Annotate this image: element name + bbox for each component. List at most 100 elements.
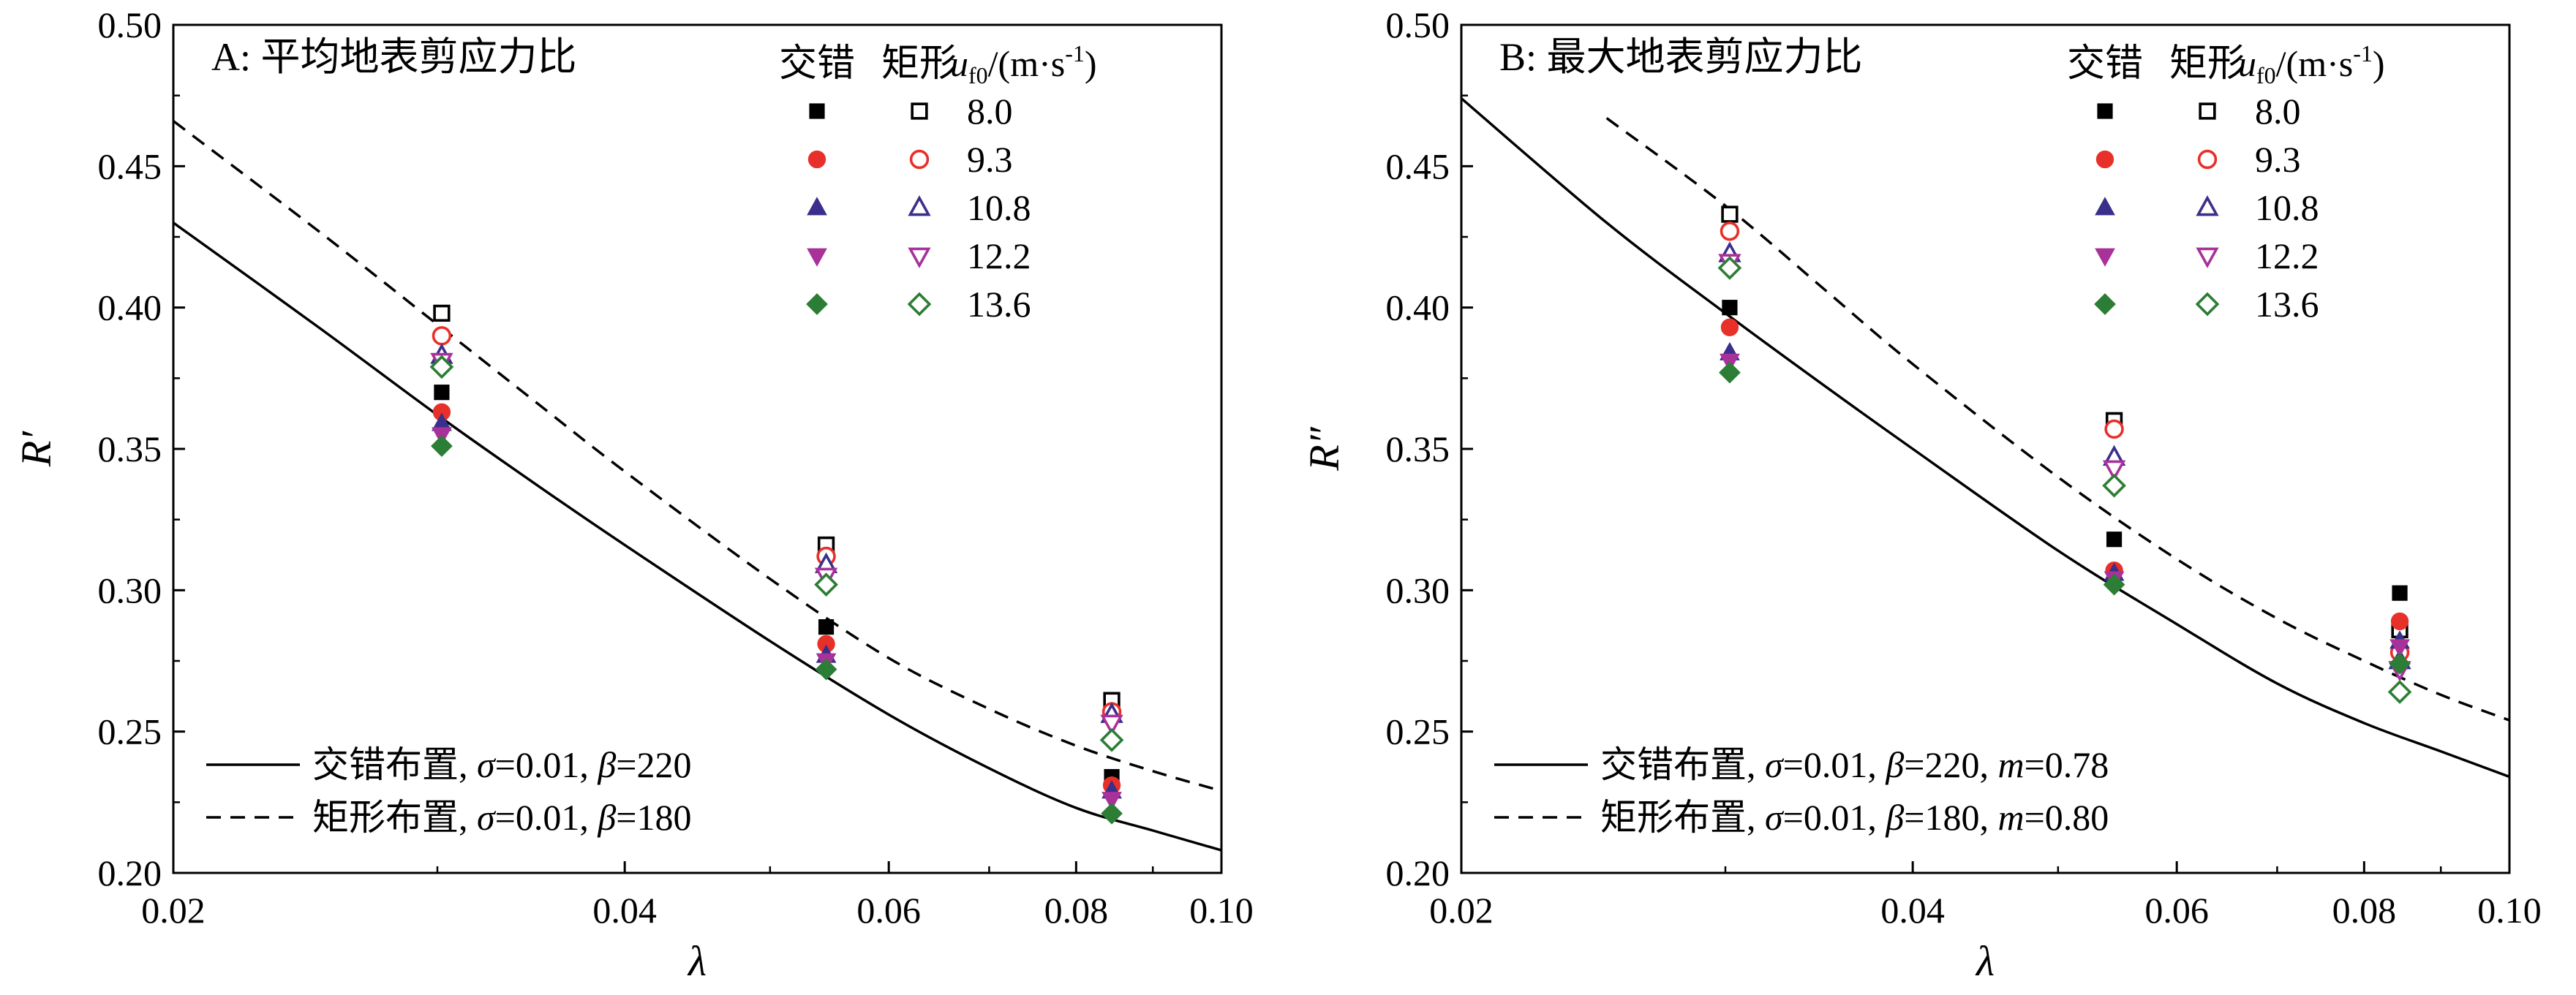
data-point-staggered-square [2106,531,2123,548]
curve-legend-separator: , [1867,797,1886,838]
y-axis-title: R′ [12,431,60,467]
y-tick-label: 0.30 [98,570,162,610]
legend-row: 12.2 [807,235,1031,276]
data-point-staggered-diamond [1719,361,1741,384]
curve-legend-name: 矩形布置 [312,797,459,838]
x-tick-label: 0.06 [856,890,921,931]
x-tick-label: 0.10 [2477,890,2542,931]
legend-row: 9.3 [807,139,1013,180]
y-tick-label: 0.20 [1386,852,1450,893]
chart-panel-b: 0.20 0.25 0.30 0.35 0.40 0.45 0.50 0.02 0.04 0.06… [1300,4,2542,985]
legend-marker-staggered [2095,197,2115,216]
data-point-rect-triangle-down [1100,714,1123,735]
data-point-rect-triangle-down [2102,460,2126,481]
legend-marker-rect [909,149,930,170]
velocity-unit-exponent: -1 [2353,40,2373,67]
data-point-staggered-diamond [431,435,453,457]
x-tick-label: 0.08 [2332,890,2397,931]
legend-row: 10.8 [2095,187,2319,228]
velocity-unit: /(m·s [988,43,1066,84]
y-tick-label: 0.45 [98,145,162,186]
fit-curve-dashed [1605,117,2510,722]
y-tick-label: 0.25 [1386,711,1450,752]
curve-param-symbol: β [597,744,616,785]
legend-marker-rect [908,195,931,216]
curve-legend-separator: , [1979,744,1997,785]
legend-marker-staggered [2094,293,2116,315]
y-axis-title: R″ [1300,426,1348,471]
x-tick-label: 0.04 [1880,890,1945,931]
legend-marker-staggered [806,293,828,315]
velocity-unit: /(m·s [2276,43,2354,84]
data-point-staggered-diamond [2389,653,2411,675]
legend-marker-staggered [2095,248,2115,267]
velocity-unit-close: ) [2373,43,2385,84]
data-point-rect-diamond [2387,680,2412,704]
legend-marker-staggered [807,248,827,267]
legend-header-rect: 矩形 [881,43,957,85]
data-point-staggered-diamond [1101,802,1123,825]
legend-marker-rect [2199,102,2216,120]
velocity-subscript: f0 [968,62,988,88]
legend-header-velocity: uf0/(m·s-1) [2238,40,2385,88]
x-tick-label: 0.08 [1044,890,1109,931]
legend-label: 8.0 [2255,91,2301,132]
data-point-rect-diamond [814,572,838,597]
y-tick-label: 0.35 [1386,428,1450,469]
legend-label: 13.6 [2255,284,2319,325]
legend-header-rect: 矩形 [2169,43,2245,85]
curve-param-symbol: σ [477,744,497,785]
fit-curve-solid [1460,97,2510,779]
curve-param-value: =220 [616,744,691,785]
data-point-rect-square [433,304,451,322]
legend-marker-rect [908,247,931,268]
curve-legend-separator: , [459,744,477,785]
data-point-staggered-diamond [2103,573,2125,596]
data-point-staggered-square [1722,300,1738,316]
legend-label: 9.3 [967,139,1013,180]
velocity-symbol: u [2238,43,2256,84]
curve-legend-name: 交错布置 [1600,744,1747,785]
curve-param-value: =0.01 [495,744,580,785]
x-tick-label: 0.04 [592,890,657,931]
data-point-rect-diamond [1717,256,1742,280]
x-tick-label: 0.10 [1189,890,1254,931]
y-tick-label: 0.50 [98,4,162,45]
legend-row: 8.0 [2097,91,2301,132]
curve-param-value: =0.01 [495,797,580,838]
curve-legend-label: 交错布置, σ=0.01, β=220 [312,744,691,785]
legend-header-staggered: 交错 [779,43,855,85]
curve-param-symbol: β [597,797,616,838]
legend-label: 10.8 [2255,187,2319,228]
fit-curve-dashed [172,120,1222,792]
legend-row: 8.0 [809,91,1013,132]
velocity-symbol: u [950,43,968,84]
legend-row: 13.6 [2094,284,2319,325]
curve-param-value: =0.01 [1783,797,1868,838]
legend-marker-staggered [2097,103,2113,119]
curve-legend-name: 交错布置 [312,744,459,785]
y-tick-label: 0.20 [98,852,162,893]
chart-panel-a: 0.20 0.25 0.30 0.35 0.40 0.45 0.50 0.02 0.04 0.06… [12,4,1254,985]
velocity-unit-close: ) [1085,43,1097,84]
velocity-unit-exponent: -1 [1065,40,1085,67]
curve-legend-label: 矩形布置, σ=0.01, β=180, m=0.80 [1600,797,2109,838]
curve-param-symbol: m [1997,797,2024,838]
y-tick-label: 0.40 [98,287,162,328]
legend-marker-rect [2197,149,2218,170]
x-tick-label: 0.02 [1429,890,1494,931]
curve-legend-separator: , [579,797,598,838]
x-axis-title: λ [1975,937,1995,985]
y-tick-label: 0.50 [1386,4,1450,45]
curve-param-symbol: σ [1765,797,1785,838]
y-tick-label: 0.35 [98,428,162,469]
velocity-subscript: f0 [2256,62,2276,88]
data-point-staggered-circle [1720,318,1739,336]
x-axis-title: λ [687,937,707,985]
legend-marker-rect [907,292,932,317]
curve-param-value: =220 [1904,744,1979,785]
legend-marker-rect [2195,292,2220,317]
y-tick-label: 0.40 [1386,287,1450,328]
curve-legend-separator: , [1979,797,1997,838]
curve-param-symbol: σ [1765,744,1785,785]
